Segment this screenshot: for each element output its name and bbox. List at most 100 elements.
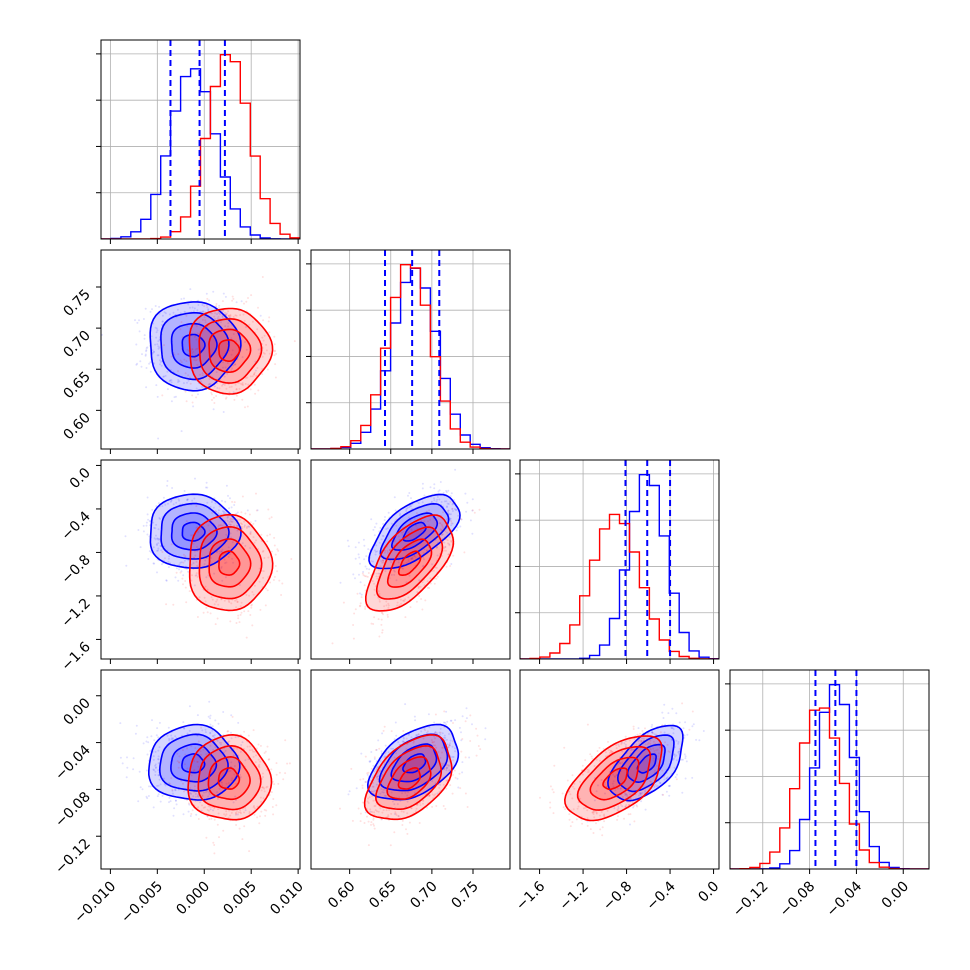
scatter-point [243, 302, 245, 305]
scatter-point [407, 494, 409, 497]
scatter-point [266, 589, 269, 592]
scatter-point [378, 592, 381, 595]
scatter-point [174, 789, 177, 792]
scatter-point [644, 790, 647, 793]
scatter-point [154, 305, 157, 307]
x-tick-label: −0.005 [118, 879, 166, 927]
scatter-point [185, 314, 188, 317]
scatter-point [401, 533, 404, 536]
scatter-point [623, 817, 625, 820]
scatter-point [217, 311, 220, 314]
scatter-point [691, 725, 694, 728]
scatter-point [201, 372, 204, 375]
scatter-point [612, 773, 615, 776]
scatter-point [253, 371, 256, 374]
scatter-point [221, 384, 223, 387]
scatter-point [385, 528, 388, 531]
scatter-point [451, 522, 454, 525]
scatter-point [368, 760, 371, 763]
scatter-point [646, 743, 649, 746]
scatter-point [184, 372, 187, 375]
x-tick-label: −1.2 [557, 879, 592, 914]
scatter-point [236, 600, 239, 603]
scatter-point [628, 739, 631, 742]
scatter-point [451, 507, 454, 510]
scatter-point [189, 306, 191, 309]
scatter-point [663, 778, 666, 781]
scatter-point [206, 306, 209, 309]
scatter-point [589, 753, 592, 756]
scatter-point [342, 601, 345, 604]
scatter-point [265, 343, 268, 346]
scatter-point [244, 759, 247, 762]
scatter-point [138, 319, 140, 322]
scatter-point [444, 546, 447, 549]
scatter-point [678, 750, 681, 753]
scatter-point [195, 574, 198, 577]
scatter-point [238, 584, 241, 586]
scatter-point [179, 571, 182, 574]
scatter-point [413, 555, 416, 557]
scatter-point [257, 743, 260, 746]
scatter-point [157, 784, 160, 787]
scatter-point [389, 844, 392, 847]
scatter-point [150, 735, 153, 738]
scatter-point [445, 767, 448, 770]
scatter-point [447, 553, 450, 556]
scatter-point [273, 783, 276, 786]
scatter-point [145, 347, 148, 350]
scatter-point [215, 395, 218, 397]
scatter-point [466, 501, 469, 504]
scatter-point [376, 778, 379, 780]
scatter-point [280, 594, 283, 596]
scatter-point [421, 565, 424, 568]
scatter-point [407, 560, 410, 563]
scatter-point [361, 572, 364, 575]
scatter-point [390, 730, 393, 733]
scatter-point [232, 391, 235, 394]
scatter-point [197, 304, 200, 306]
scatter-point [249, 745, 251, 748]
scatter-point [224, 749, 227, 752]
scatter-point [261, 355, 264, 358]
scatter-point [207, 805, 210, 808]
scatter-point [194, 359, 197, 362]
scatter-point [450, 563, 453, 565]
scatter-point [157, 758, 160, 761]
scatter-point [592, 813, 595, 815]
scatter-point [216, 823, 219, 826]
scatter-point [220, 524, 223, 527]
scatter-point [169, 800, 172, 803]
scatter-point [413, 791, 416, 794]
scatter-point [562, 806, 565, 809]
scatter-point [252, 750, 255, 753]
scatter-point [189, 382, 192, 385]
scatter-point [649, 780, 652, 783]
scatter-point [168, 801, 170, 804]
scatter-point [169, 500, 172, 503]
scatter-point [251, 375, 254, 378]
scatter-point [246, 525, 249, 528]
scatter-point [230, 369, 233, 372]
scatter-point [241, 356, 244, 359]
scatter-point [373, 811, 376, 814]
scatter-point [380, 560, 383, 562]
scatter-point [445, 779, 448, 782]
scatter-point [433, 499, 436, 502]
scatter-point [191, 401, 194, 404]
scatter-point [261, 550, 264, 553]
density-fill [391, 744, 437, 782]
contour-line [208, 538, 252, 588]
scatter-point [258, 822, 261, 825]
scatter-point [372, 818, 375, 821]
scatter-point [156, 784, 159, 787]
scatter-point [405, 737, 408, 740]
scatter-point [225, 813, 228, 816]
scatter-point [157, 547, 160, 550]
scatter-point [615, 774, 618, 777]
scatter-point [160, 563, 163, 566]
scatter-point [450, 492, 453, 495]
scatter-point [152, 758, 155, 761]
scatter-point [263, 787, 266, 790]
scatter-point [443, 500, 446, 503]
